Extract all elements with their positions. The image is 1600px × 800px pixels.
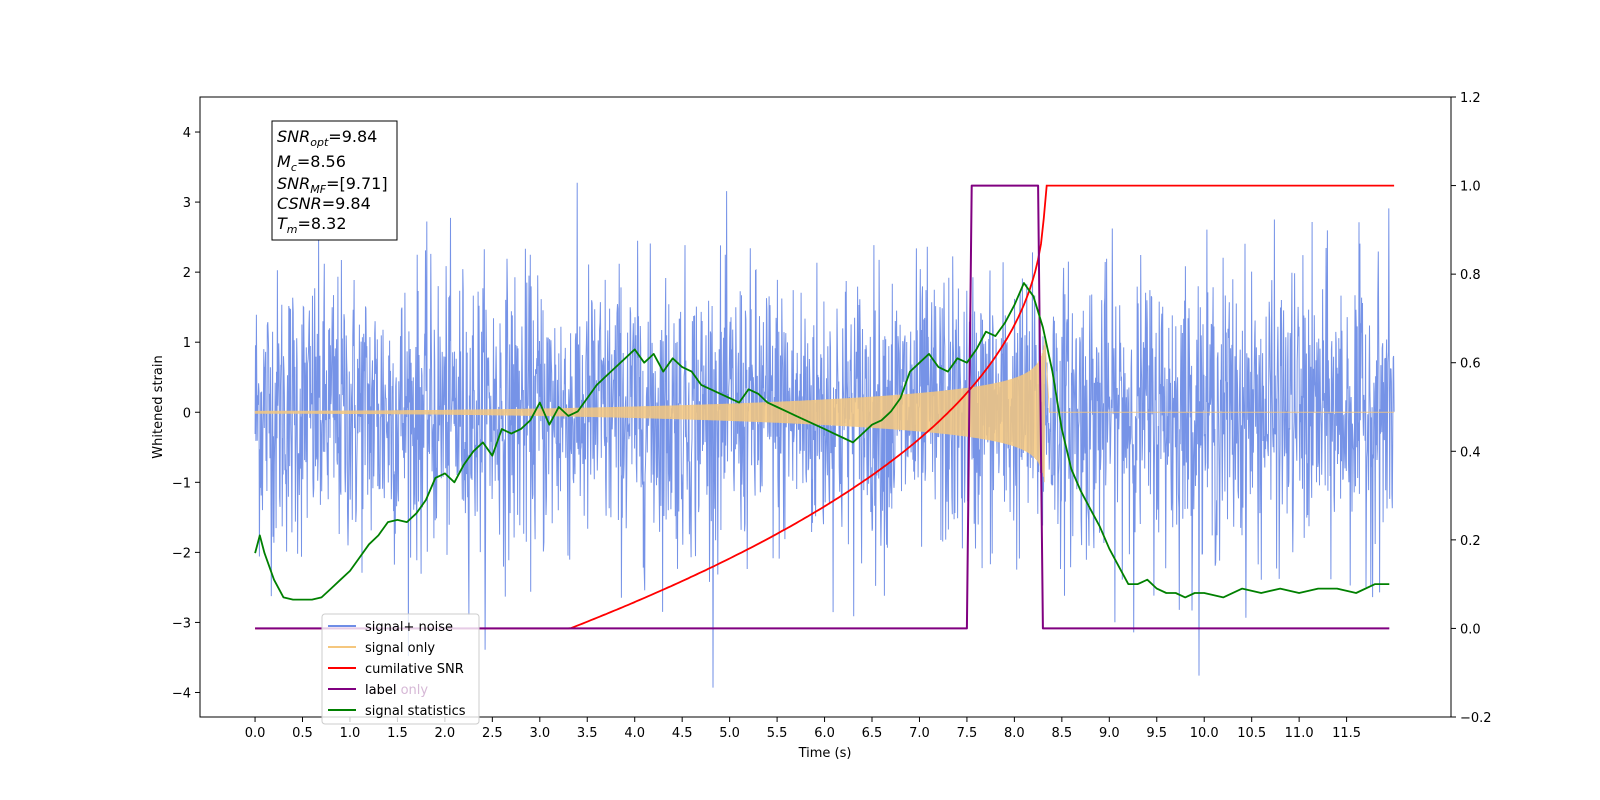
legend-label-signal-noise: signal+ noise — [365, 620, 453, 635]
y-tick-label: 4 — [183, 126, 191, 141]
x-axis-label: Time (s) — [798, 746, 852, 761]
legend: signal+ noise signal only cumilative SNR… — [321, 613, 480, 725]
info-box: SNRopt=9.84 Mc=8.56 SNRMF=[9.71] CSNR=9.… — [271, 120, 398, 241]
x-tick-label: 10.5 — [1237, 726, 1266, 741]
y2-tick-label: 1.2 — [1460, 91, 1481, 106]
x-tick-label: 5.0 — [719, 726, 740, 741]
x-tick-label: 2.5 — [482, 726, 503, 741]
legend-label-label: label — [365, 683, 396, 698]
x-tick-label: 4.5 — [672, 726, 693, 741]
x-tick-label: 6.5 — [862, 726, 883, 741]
y2-tick-label: −0.2 — [1460, 711, 1492, 726]
y-tick-label: 2 — [183, 266, 191, 281]
y-tick-label: 0 — [183, 406, 191, 421]
series-signal-statistics — [254, 282, 1390, 601]
info-csnr: CSNR=9.84 — [277, 194, 371, 213]
info-mc: Mc=8.56 — [277, 152, 346, 174]
x-tick-label: 1.5 — [387, 726, 408, 741]
y2-axis-ticks: 1.2 1.0 0.8 0.6 0.4 0.2 0.0 −0.2 — [1451, 91, 1492, 726]
x-tick-label: 7.0 — [909, 726, 930, 741]
info-snr-opt: SNRopt=9.84 — [277, 127, 377, 149]
info-snr-mf: SNRMF=[9.71] — [277, 174, 388, 196]
y2-tick-label: 0.0 — [1460, 622, 1481, 637]
y-tick-label: 1 — [183, 336, 191, 351]
x-tick-label: 3.0 — [529, 726, 550, 741]
x-tick-label: 2.0 — [435, 726, 456, 741]
legend-label-cumulative-snr: cumilative SNR — [365, 662, 464, 677]
y-tick-label: −2 — [172, 546, 191, 561]
x-tick-label: 7.5 — [957, 726, 978, 741]
y2-tick-label: 0.4 — [1460, 445, 1481, 460]
y2-tick-label: 0.8 — [1460, 268, 1481, 283]
x-axis-ticks: 0.0 0.5 1.0 1.5 2.0 2.5 3.0 3.5 4.0 4.5 5.0 5.5 6.0 6… — [245, 717, 1361, 741]
x-tick-label: 8.0 — [1004, 726, 1025, 741]
series-signal-only — [254, 340, 1395, 483]
y2-tick-label: 0.6 — [1460, 357, 1481, 372]
x-tick-label: 6.0 — [814, 726, 835, 741]
legend-label-signal-only: signal only — [365, 641, 435, 656]
plot-area-frame — [199, 96, 1452, 718]
y-tick-label: −1 — [172, 476, 191, 491]
x-tick-label: 5.5 — [767, 726, 788, 741]
x-tick-label: 11.5 — [1332, 726, 1361, 741]
series-label — [255, 184, 1390, 630]
y2-tick-label: 1.0 — [1460, 180, 1481, 195]
x-tick-label: 9.0 — [1099, 726, 1120, 741]
legend-label-label-only: label only — [365, 683, 428, 698]
info-tm: Tm=8.32 — [277, 214, 347, 236]
x-tick-label: 11.0 — [1285, 726, 1314, 741]
x-tick-label: 10.0 — [1190, 726, 1219, 741]
y-tick-label: 3 — [183, 196, 191, 211]
y-tick-label: −4 — [172, 686, 191, 701]
x-tick-label: 3.5 — [577, 726, 598, 741]
legend-label-signal-statistics: signal statistics — [365, 704, 466, 719]
x-tick-label: 8.5 — [1051, 726, 1072, 741]
y-tick-label: −3 — [172, 616, 191, 631]
x-tick-label: 4.0 — [624, 726, 645, 741]
x-tick-label: 9.5 — [1146, 726, 1167, 741]
y2-tick-label: 0.2 — [1460, 534, 1481, 549]
x-tick-label: 0.5 — [292, 726, 313, 741]
x-tick-label: 0.0 — [245, 726, 266, 741]
y-axis-ticks: 4 3 2 1 0 −1 −2 −3 −4 — [172, 126, 200, 701]
x-tick-label: 1.0 — [340, 726, 361, 741]
y-axis-label: Whitened strain — [151, 355, 166, 458]
